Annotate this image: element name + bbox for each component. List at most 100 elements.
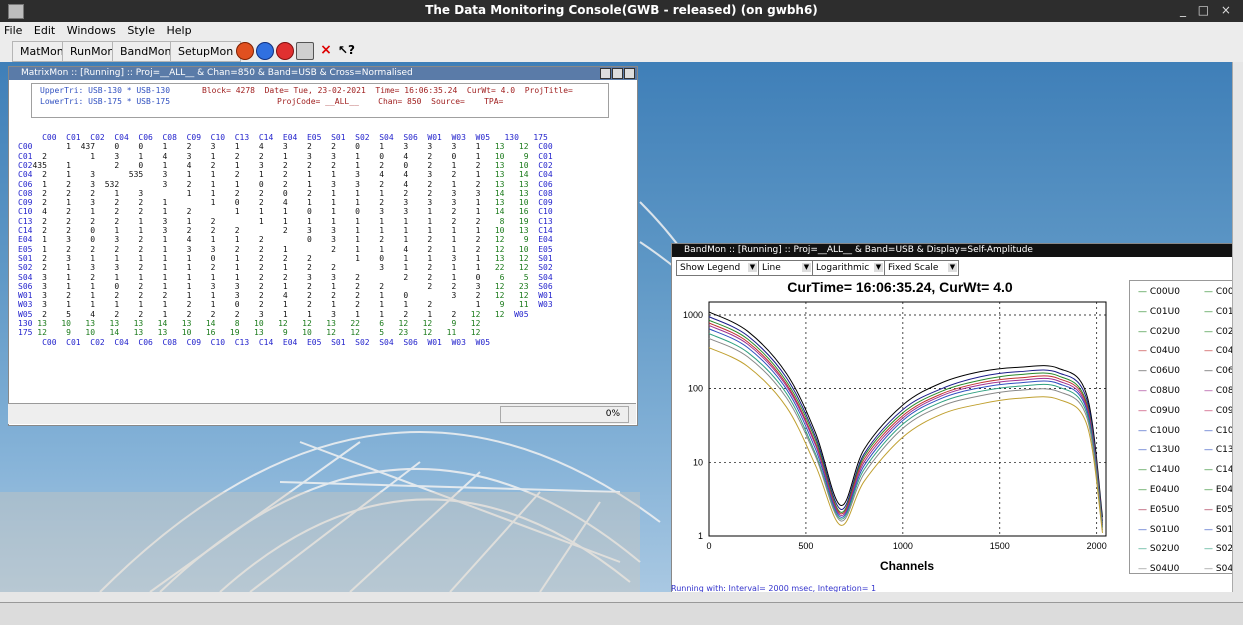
- runmon-button[interactable]: RunMon: [62, 41, 123, 62]
- matrix-column-footer: C00 C01 C02 C04 C06 C08 C09 C10 C13 C14 …: [18, 337, 491, 347]
- plot-style-select[interactable]: Line ▼: [758, 260, 813, 276]
- menu-edit[interactable]: Edit: [33, 24, 56, 37]
- legend-entry: — E04U0: [1138, 485, 1179, 495]
- legend-entry: — C06: [1204, 366, 1234, 376]
- legend-entry: — C09: [1204, 406, 1234, 416]
- menu-style[interactable]: Style: [127, 24, 155, 37]
- legend-swatch: —: [1204, 366, 1216, 377]
- legend-swatch: —: [1138, 346, 1150, 357]
- legend-label: E05U0: [1149, 504, 1180, 515]
- legend-swatch: —: [1204, 326, 1216, 337]
- legend-swatch: —: [1138, 287, 1150, 297]
- legend-swatch: —: [1138, 386, 1150, 396]
- matrix-row: C09 2 1 3 2 2 1 1 0 2 4 1 1 1 2 3 3 3 1 …: [18, 198, 553, 208]
- legend-entry: — S02: [1204, 544, 1233, 554]
- window-controls[interactable]: _ □ ×: [1179, 3, 1235, 17]
- matrix-row: C00 1 437 0 0 1 2 3 1 4 3 2 2 0 1 3 3 3 …: [18, 142, 553, 152]
- matrix-column-header: C00 C01 C02 C04 C06 C08 C09 C10 C13 C14 …: [18, 133, 548, 142]
- series-line: [708, 328, 1104, 528]
- chart-xlabel: Channels: [880, 559, 934, 573]
- legend-entry: — C01U0: [1138, 307, 1180, 317]
- legend-label: S02U0: [1149, 544, 1180, 555]
- series-line: [708, 311, 1104, 518]
- setupmon-button[interactable]: SetupMon: [170, 41, 242, 62]
- matrix-row: S04 3 1 2 1 1 1 1 1 1 2 2 3 3 2 2 2 1 0 …: [18, 272, 553, 282]
- legend-label: E04: [1215, 485, 1234, 495]
- legend-swatch: —: [1204, 465, 1216, 476]
- bandpass-chart: CurTime= 16:06:35.24, CurWt= 4.0 Channel…: [683, 279, 1107, 573]
- bandmon-title: BandMon :: [Running] :: Proj=__ALL__ & B…: [684, 245, 1033, 255]
- matrixmon-window-buttons[interactable]: [599, 68, 635, 80]
- matrix-row: C02435 1 2 0 1 4 2 1 3 2 2 2 1 2 0 2 1 2…: [18, 160, 553, 170]
- progress-bar: 0%: [500, 406, 629, 423]
- bandmon-titlebar[interactable]: BandMon :: [Running] :: Proj=__ALL__ & B…: [672, 244, 1241, 257]
- matrix-row-130: 130 13 10 13 13 13 14 13 14 8 10 12 12 1…: [18, 319, 481, 328]
- power-icon[interactable]: [236, 42, 254, 60]
- legend-label: S04: [1215, 564, 1234, 574]
- x-tick-label: 2000: [1087, 541, 1107, 551]
- telescope-image: [0, 201, 741, 592]
- legend-swatch: —: [1138, 524, 1150, 535]
- y-tick-label: 1: [698, 531, 703, 541]
- legend-entry: — E05U0: [1138, 505, 1179, 515]
- matrix-row: C14 2 2 0 1 1 3 2 2 2 2 3 3 1 1 1 1 1 1 …: [18, 226, 553, 235]
- matrix-row: C13 2 2 2 2 1 3 1 2 1 1 1 1 1 1 1 1 2 2 …: [18, 216, 553, 226]
- series-line: [708, 325, 1104, 526]
- matrix-info-box: UpperTri: USB-130 * USB-130 LowerTri: US…: [31, 83, 609, 118]
- legend-swatch: —: [1204, 485, 1216, 495]
- legend-swatch: —: [1204, 287, 1216, 297]
- legend-label: C10U0: [1149, 425, 1180, 436]
- legend-label: C08: [1215, 386, 1234, 396]
- whats-this-icon[interactable]: ↖?: [338, 43, 356, 57]
- matrix-row: W01 3 2 1 2 2 2 1 1 3 2 4 2 2 2 1 0 3 2 …: [18, 291, 553, 301]
- legend-entry: — C04U0: [1138, 346, 1180, 356]
- menu-file[interactable]: File: [4, 24, 23, 37]
- matrix-row: C01 2 1 3 1 4 3 1 2 2 1 3 3 1 0 4 2 0 1 …: [18, 151, 553, 161]
- matrix-row: W05 2 5 4 2 2 1 2 2 2 3 1 1 3 1 1 2 1 2 …: [18, 309, 529, 319]
- legend-label: S01U0: [1149, 524, 1180, 535]
- stop-icon[interactable]: [276, 42, 294, 60]
- legend-entry: — C08: [1204, 386, 1234, 396]
- series-line: [708, 347, 1104, 534]
- matrixmon-titlebar[interactable]: MatrixMon :: [Running] :: Proj=__ALL__ &…: [9, 67, 637, 80]
- legend-swatch: —: [1204, 405, 1216, 416]
- matrix-row: C06 1 2 3 532 3 2 1 1 0 2 1 3 3 2 4 2 1 …: [18, 179, 553, 189]
- matrixmon-window[interactable]: MatrixMon :: [Running] :: Proj=__ALL__ &…: [8, 66, 638, 426]
- close-x-icon[interactable]: ×: [320, 42, 332, 58]
- scale-type-select[interactable]: Logarithmic ▼: [812, 260, 885, 276]
- app-icon: [8, 4, 24, 19]
- menu-help[interactable]: Help: [166, 24, 192, 37]
- series-line: [708, 338, 1104, 531]
- menu-bar: File Edit Windows Style Help: [0, 22, 1243, 40]
- show-legend-select[interactable]: Show Legend ▼: [676, 260, 759, 276]
- legend-label: C01U0: [1149, 306, 1180, 317]
- matrix-row: E05 1 2 2 2 2 1 3 3 2 2 1 2 1 1 4 2 1 2 …: [18, 244, 553, 254]
- progress-label: 0%: [605, 409, 620, 419]
- matrix-row: S06 3 1 1 0 2 1 1 3 3 2 1 2 1 2 2 2 2 3 …: [18, 281, 553, 291]
- legend-entry: — S02U0: [1138, 544, 1179, 554]
- menu-windows[interactable]: Windows: [66, 24, 116, 37]
- legend-swatch: —: [1204, 445, 1216, 456]
- print-icon[interactable]: [296, 42, 314, 60]
- window-title: The Data Monitoring Console(GWB - releas…: [425, 3, 818, 17]
- x-tick-label: 0: [706, 541, 711, 551]
- toolbar: MatMon RunMon BandMon SetupMon × ↖?: [0, 40, 1243, 63]
- legend-label: C06: [1215, 366, 1234, 377]
- matrixmon-title: MatrixMon :: [Running] :: Proj=__ALL__ &…: [21, 68, 413, 78]
- legend-entry: — E05: [1204, 505, 1233, 515]
- vertical-scrollbar[interactable]: [1232, 62, 1243, 592]
- matrix-row: S02 2 1 3 3 2 1 1 2 1 2 1 2 2 3 1 2 1 1 …: [18, 263, 553, 273]
- legend-entry: — C13: [1204, 445, 1234, 455]
- legend-entry: — S04: [1204, 564, 1234, 574]
- bandmon-button[interactable]: BandMon: [112, 41, 180, 62]
- chevron-down-icon: ▼: [874, 263, 883, 272]
- legend-swatch: —: [1138, 306, 1150, 317]
- matrix-row: C08 2 2 2 1 3 1 1 2 2 0 2 1 1 1 2 2 3 3 …: [18, 188, 553, 198]
- scale-mode-select[interactable]: Fixed Scale ▼: [884, 260, 959, 276]
- refresh-icon[interactable]: [256, 42, 274, 60]
- upper-tri-label: UpperTri: USB-130 * USB-130: [40, 86, 171, 95]
- legend-label: C00: [1215, 287, 1234, 297]
- y-tick-label: 10: [693, 457, 703, 467]
- legend-entry: — C10U0: [1138, 426, 1180, 436]
- y-tick-label: 1000: [683, 310, 703, 320]
